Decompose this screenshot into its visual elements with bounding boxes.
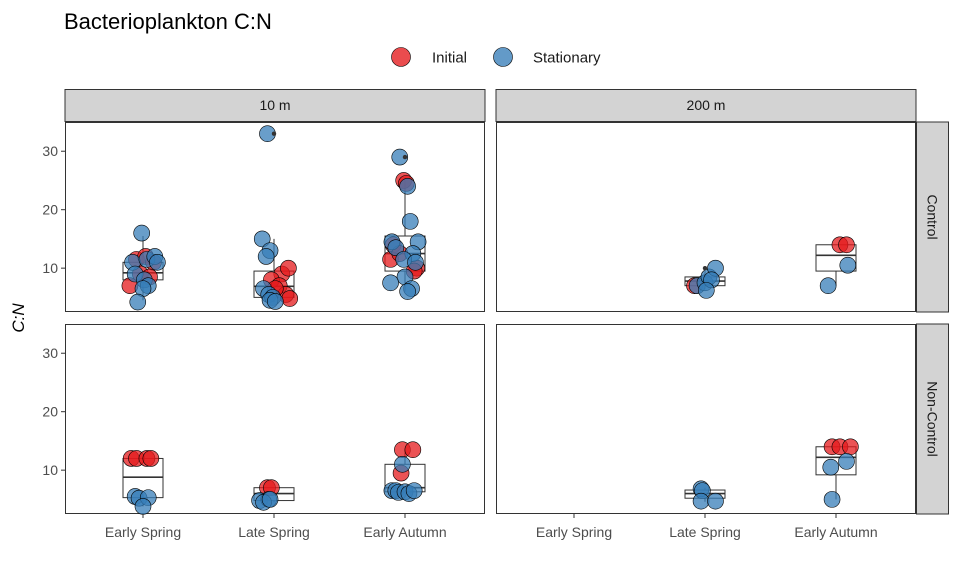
strip-200m: 200 m [495, 89, 917, 122]
point-initial [404, 441, 422, 458]
strip-control-bg [916, 121, 949, 313]
point-stationary [839, 256, 857, 274]
point-initial [838, 236, 855, 254]
legend: Initial Stationary [391, 47, 601, 67]
point-initial [842, 438, 859, 456]
x-tick-label: Early Spring [105, 524, 181, 540]
y-tick-label: 20 [42, 202, 58, 218]
point-stationary [822, 458, 840, 476]
panel-200-m-non-control: Early Spring Late Spring Early Autumn [496, 324, 916, 540]
y-tick-label: 10 [42, 462, 58, 478]
strip-non-control-bg [916, 323, 949, 515]
outlier-point [271, 131, 277, 136]
strip-non-control-label: Non-Control [925, 381, 941, 456]
x-tick-label: Early Autumn [363, 524, 446, 540]
strip-10m: 10 m [64, 89, 486, 122]
x-tick-label: Early Autumn [794, 524, 877, 540]
point-stationary [133, 224, 150, 242]
point-stationary [267, 293, 284, 310]
strip-200m-bg [495, 89, 917, 122]
x-tick-label: Early Spring [536, 524, 612, 540]
panel-10-m-non-control: 10 20 30 Early Spring Late Spring Early Autum… [42, 324, 485, 540]
point-stationary [401, 213, 419, 230]
point-stationary [261, 491, 279, 508]
point-stationary [407, 254, 424, 271]
point-initial [281, 290, 299, 307]
point-stationary [819, 277, 837, 294]
point-stationary [394, 456, 411, 473]
outlier-point [702, 265, 708, 271]
point-stationary [387, 239, 405, 256]
point-stationary [382, 274, 399, 292]
strip-control: Control [916, 121, 949, 313]
strip-10m-bg [64, 89, 486, 122]
point-stationary [391, 148, 409, 166]
legend-stationary-label: Stationary [533, 50, 601, 67]
x-tick-label: Late Spring [669, 524, 741, 540]
chart-title: Bacterioplankton C:N [64, 9, 272, 34]
point-stationary [253, 230, 271, 248]
y-tick-label: 20 [42, 404, 58, 420]
outlier-point [402, 154, 408, 160]
point-stationary [698, 282, 715, 299]
point-stationary [134, 498, 152, 515]
x-tick-label: Late Spring [238, 524, 310, 540]
point-stationary [257, 248, 275, 265]
point-stationary [707, 492, 724, 510]
panel-10-m-control: 10 20 30 [42, 122, 485, 312]
legend-initial-key [391, 47, 411, 67]
strip-10m-label: 10 m [259, 97, 290, 113]
point-stationary [399, 178, 416, 195]
y-tick-label: 30 [42, 345, 58, 361]
point-stationary [399, 283, 416, 300]
y-axis-title: C:N [9, 303, 28, 333]
strip-control-label: Control [925, 194, 941, 239]
point-stationary [692, 492, 710, 510]
panel-border [496, 324, 916, 514]
legend-stationary-key [493, 47, 513, 67]
legend-initial-label: Initial [432, 50, 467, 67]
y-tick-label: 30 [42, 143, 58, 159]
strip-200m-label: 200 m [687, 97, 726, 113]
strip-non-control: Non-Control [916, 323, 949, 515]
panel-200-m-control [496, 122, 916, 312]
point-initial [142, 450, 160, 467]
y-tick-label: 10 [42, 260, 58, 276]
point-stationary [405, 482, 423, 499]
point-stationary [838, 453, 855, 470]
point-stationary [129, 293, 147, 311]
point-stationary [149, 254, 166, 271]
point-stationary [823, 491, 841, 508]
point-initial [280, 259, 297, 277]
